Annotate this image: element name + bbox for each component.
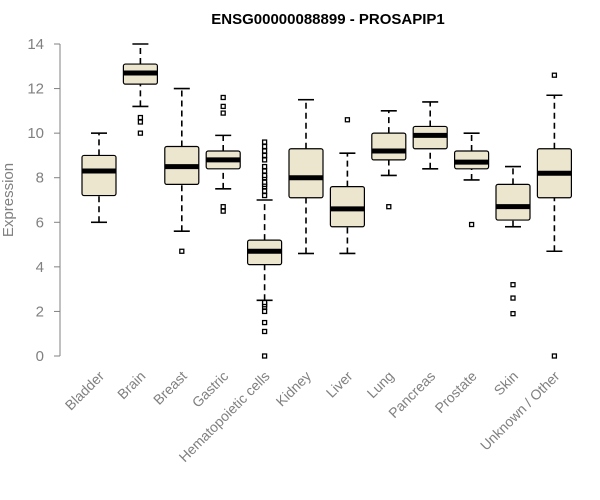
y-tick-label: 10 [27, 125, 44, 142]
box-gastric [205, 94, 241, 214]
y-tick-label: 8 [36, 170, 44, 187]
outlier-point [261, 353, 268, 359]
x-category-label: Breast [150, 368, 190, 408]
outlier-point [137, 114, 144, 121]
outlier-point [261, 328, 268, 335]
outlier-point [261, 192, 268, 199]
outlier-point [137, 130, 144, 136]
outlier-point [261, 163, 268, 170]
box-prostate [454, 132, 490, 228]
outlier-point [261, 148, 268, 154]
outlier-point [137, 119, 144, 125]
y-tick-label: 12 [27, 81, 44, 98]
x-category-label: Brain [114, 368, 148, 402]
box-bladder [81, 132, 117, 224]
y-tick-label: 4 [36, 259, 44, 276]
y-tick-label: 14 [27, 36, 44, 53]
outlier-point [386, 204, 392, 210]
box-liver [329, 117, 365, 255]
x-category-label: Liver [323, 368, 356, 401]
outlier-point [261, 172, 268, 179]
outlier-point [220, 103, 226, 110]
outlier-point [510, 282, 516, 288]
outlier-point [261, 188, 268, 194]
outlier-point [344, 117, 351, 123]
box-pancreas [412, 101, 448, 170]
box-breast [164, 87, 200, 254]
outlier-point [220, 110, 226, 116]
outlier-point [261, 299, 268, 306]
box-hematopoietic-cells [247, 139, 283, 359]
outlier-point [261, 179, 268, 185]
y-axis: 0 2 4 6 8 10 12 14 [27, 36, 61, 365]
outlier-point [261, 319, 268, 326]
box-series [81, 43, 573, 359]
box-kidney [288, 98, 324, 255]
box-brain [122, 43, 159, 136]
outlier-point [220, 94, 226, 101]
outlier-point [551, 353, 558, 359]
chart-title: ENSG00000088899 - PROSAPIP1 [211, 11, 444, 28]
outlier-point [220, 208, 226, 214]
y-axis-label: Expression [0, 163, 17, 237]
x-category-label: Prostate [432, 368, 480, 416]
x-category-label: Skin [491, 368, 522, 399]
outlier-point [468, 221, 475, 228]
box-skin [495, 165, 531, 317]
x-category-label: Unknown / Other [477, 368, 563, 454]
outlier-point [220, 204, 226, 210]
outlier-point [551, 72, 558, 78]
y-tick-label: 2 [36, 303, 44, 320]
box-lung [371, 110, 407, 210]
outlier-point [261, 168, 268, 174]
box-unknown-other [536, 72, 573, 359]
outlier-point [261, 152, 268, 159]
y-tick-label: 0 [36, 348, 44, 365]
x-category-label: Lung [364, 368, 397, 401]
x-category-label: Kidney [273, 368, 315, 410]
x-category-label: Bladder [62, 368, 108, 414]
outlier-point [261, 143, 268, 150]
iqr-box [495, 183, 531, 221]
iqr-box [81, 154, 117, 197]
outlier-point [261, 308, 268, 315]
iqr-box [288, 148, 324, 199]
outlier-point [510, 311, 516, 317]
iqr-box [371, 132, 407, 161]
outlier-point [261, 157, 268, 163]
outlier-point [510, 295, 516, 301]
outlier-point [261, 139, 268, 145]
outlier-point [179, 248, 185, 254]
y-tick-label: 6 [36, 214, 44, 231]
